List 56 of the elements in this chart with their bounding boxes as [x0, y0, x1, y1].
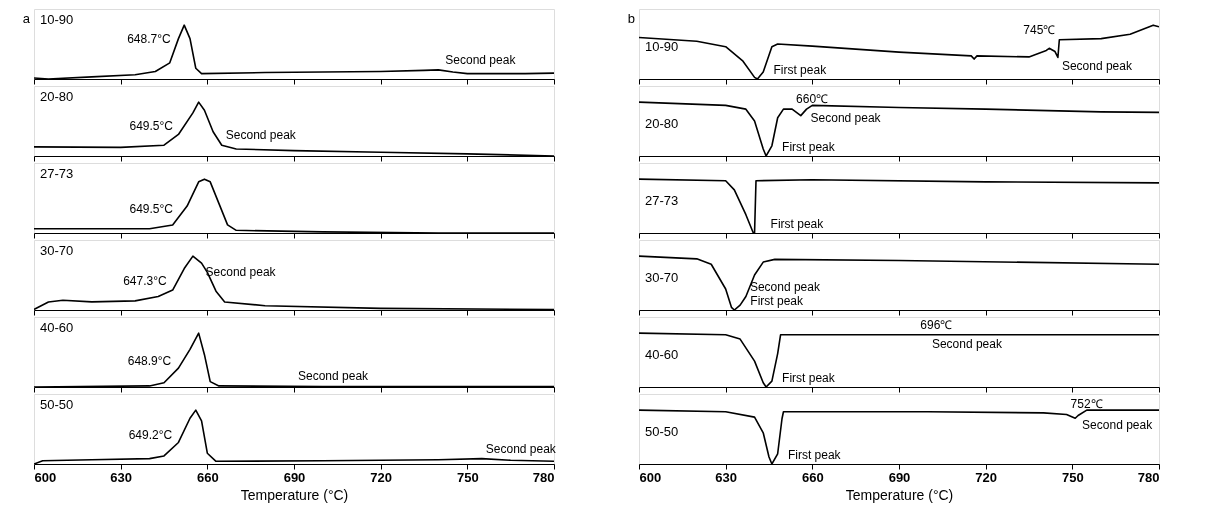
annotation: Second peak [485, 441, 557, 456]
x-tick-label: 630 [715, 469, 738, 485]
annotation: Second peak [1061, 59, 1133, 74]
annotation: First peak [782, 371, 836, 385]
text: 10-90 [645, 38, 679, 54]
annotation: Second peak [225, 128, 297, 143]
annotation: Second peak [298, 369, 370, 384]
text: a [22, 11, 31, 26]
annotation: First peak [773, 63, 828, 77]
annotation: 648.7°C [127, 32, 172, 47]
chart-title: 27-73 [40, 166, 74, 181]
x-tick-label: 630 [110, 469, 133, 485]
annotation: Second peak [205, 265, 277, 280]
annotation: 648.9°C [127, 354, 172, 369]
annotation: First peak [770, 217, 825, 231]
text: 40-60 [645, 346, 679, 362]
x-tick-label: 600 [34, 469, 57, 485]
x-axis-title: Temperature (°C) [845, 486, 954, 503]
text: 30-70 [645, 269, 679, 285]
annotation: First peak [782, 140, 836, 154]
annotation: 649.5°C [129, 202, 174, 217]
text: b [627, 11, 635, 26]
x-tick-label: 720 [370, 469, 393, 485]
chart-title: 30-70 [40, 243, 74, 258]
text: 20-80 [645, 115, 679, 131]
chart-title: 10-90 [40, 12, 74, 27]
x-tick-label: 750 [1061, 469, 1084, 485]
annotation: Second peak [445, 52, 517, 67]
x-tick-label: 660 [801, 469, 824, 485]
annotation: 752℃ [1070, 397, 1103, 412]
annotation: 696℃ [920, 317, 953, 332]
chart-title: 50-50 [40, 397, 74, 412]
x-tick-label: 600 [639, 469, 662, 485]
chart-title: 20-80 [40, 89, 74, 104]
annotation: First peak [750, 294, 805, 308]
x-axis-title: Temperature (°C) [240, 486, 349, 503]
x-tick-label: 750 [456, 469, 479, 485]
text: 27-73 [645, 192, 679, 208]
x-tick-label: 660 [196, 469, 219, 485]
annotation: 660℃ [796, 92, 829, 107]
annotation: 649.5°C [129, 118, 174, 133]
x-tick-label: 720 [975, 469, 998, 485]
text: 50-50 [645, 423, 679, 439]
x-tick-label: 690 [283, 469, 306, 485]
annotation: Second peak [1082, 417, 1154, 432]
annotation: Second peak [810, 111, 882, 126]
annotation: First peak [787, 448, 842, 462]
x-tick-label: 780 [1137, 469, 1160, 485]
annotation: 745℃ [1023, 22, 1056, 37]
annotation: 647.3°C [123, 274, 167, 289]
chart-title: 40-60 [40, 320, 74, 335]
annotation: Second peak [931, 336, 1003, 351]
x-tick-label: 690 [888, 469, 911, 485]
annotation: 649.2°C [128, 427, 173, 442]
x-tick-label: 780 [532, 469, 555, 485]
annotation: Second peak [749, 279, 821, 294]
